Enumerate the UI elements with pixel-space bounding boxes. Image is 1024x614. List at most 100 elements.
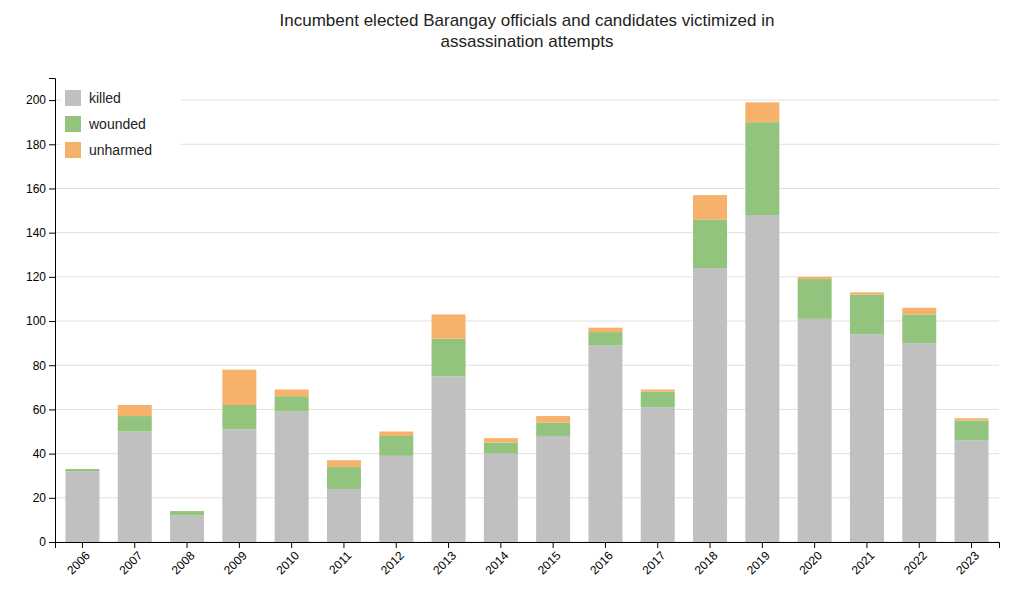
y-tick-label: 200 <box>26 93 46 107</box>
x-tick-label: 2011 <box>326 548 354 576</box>
x-tick-label: 2009 <box>221 548 250 577</box>
y-tick-label: 80 <box>33 359 47 373</box>
bar <box>745 215 779 542</box>
x-tick-mark <box>343 542 344 548</box>
bar <box>588 332 622 345</box>
x-tick-mark <box>814 542 815 548</box>
x-tick-label: 2012 <box>378 548 407 577</box>
legend-swatch <box>65 116 81 132</box>
bar <box>745 122 779 215</box>
y-tick-mark <box>49 365 55 366</box>
y-tick: 200 <box>26 93 55 107</box>
x-tick-label: 2014 <box>483 548 512 577</box>
x-tick-label: 2010 <box>273 548 302 577</box>
bar <box>327 460 361 467</box>
bar-series <box>65 122 988 515</box>
x-tick-mark <box>239 542 240 548</box>
bar <box>432 376 466 542</box>
bar <box>588 328 622 332</box>
bars <box>65 102 988 542</box>
bar <box>327 467 361 489</box>
y-tick-label: 140 <box>26 226 46 240</box>
x-tick: 2017 <box>639 542 668 577</box>
bar <box>850 334 884 542</box>
bar <box>170 511 204 512</box>
y-tick-label: 160 <box>26 182 46 196</box>
x-tick-label: 2018 <box>692 548 721 577</box>
x-tick-mark <box>657 542 658 548</box>
x-tick-mark <box>396 542 397 548</box>
bar <box>955 440 989 542</box>
y-tick-mark <box>49 233 55 234</box>
bar <box>693 268 727 542</box>
bar <box>65 471 99 542</box>
bar <box>955 420 989 440</box>
bar <box>850 295 884 335</box>
x-tick-label: 2017 <box>639 548 668 577</box>
x-tick-label: 2016 <box>587 548 616 577</box>
bar <box>379 456 413 542</box>
y-axis-line <box>49 79 56 543</box>
y-tick-mark <box>49 100 55 101</box>
x-tick: 2018 <box>692 542 721 577</box>
bar <box>850 292 884 294</box>
bar <box>484 438 518 442</box>
y-tick: 160 <box>26 182 55 196</box>
bar <box>118 405 152 416</box>
y-tick: 20 <box>33 491 55 505</box>
y-tick-label: 60 <box>33 403 47 417</box>
bar <box>641 407 675 542</box>
y-tick: 0 <box>39 535 55 549</box>
y-tick-label: 40 <box>33 447 47 461</box>
bar <box>641 390 675 392</box>
x-tick-label: 2022 <box>901 548 930 577</box>
legend: killedwoundedunharmed <box>61 84 181 170</box>
bar <box>379 436 413 456</box>
x-tick: 2011 <box>326 542 354 577</box>
x-tick: 2022 <box>901 542 930 577</box>
x-tick-mark <box>187 542 188 548</box>
x-tick-mark <box>553 542 554 548</box>
legend-label: unharmed <box>89 142 152 158</box>
chart: 2006200720082009201020112012201320142015… <box>0 0 1024 614</box>
bar <box>641 392 675 407</box>
x-tick: 2023 <box>953 542 982 577</box>
bar <box>170 515 204 542</box>
x-tick: 2007 <box>116 542 145 577</box>
grid-line <box>55 276 999 277</box>
bar <box>118 416 152 431</box>
y-tick-mark <box>49 188 55 189</box>
bar <box>275 412 309 542</box>
y-tick-label: 120 <box>26 270 46 284</box>
x-tick: 2015 <box>535 542 564 577</box>
bar <box>484 454 518 542</box>
bar <box>536 436 570 542</box>
y-tick: 80 <box>33 359 55 373</box>
bar <box>955 418 989 420</box>
x-tick: 2014 <box>483 542 512 577</box>
bar <box>902 308 936 315</box>
x-tick-label: 2019 <box>744 548 773 577</box>
bar <box>170 511 204 515</box>
x-tick: 2006 <box>64 542 93 577</box>
x-tick-label: 2007 <box>116 548 145 577</box>
y-tick-label: 0 <box>39 535 46 549</box>
x-tick: 2009 <box>221 542 250 577</box>
y-tick-label: 20 <box>33 491 47 505</box>
bar <box>798 319 832 542</box>
x-tick: 2010 <box>273 542 302 577</box>
title-line: Incumbent elected Barangay officials and… <box>280 11 775 30</box>
x-tick: 2020 <box>796 542 825 577</box>
x-tick-mark <box>710 542 711 548</box>
bar <box>745 102 779 122</box>
x-tick: 2019 <box>744 542 773 577</box>
bar <box>222 370 256 405</box>
y-tick: 140 <box>26 226 55 240</box>
x-tick: 2012 <box>378 542 407 577</box>
legend-label: killed <box>89 90 121 106</box>
bar <box>902 314 936 343</box>
grid-line <box>55 144 999 145</box>
bar-series <box>118 102 989 467</box>
bar-series <box>65 215 988 542</box>
x-tick-label: 2020 <box>796 548 825 577</box>
